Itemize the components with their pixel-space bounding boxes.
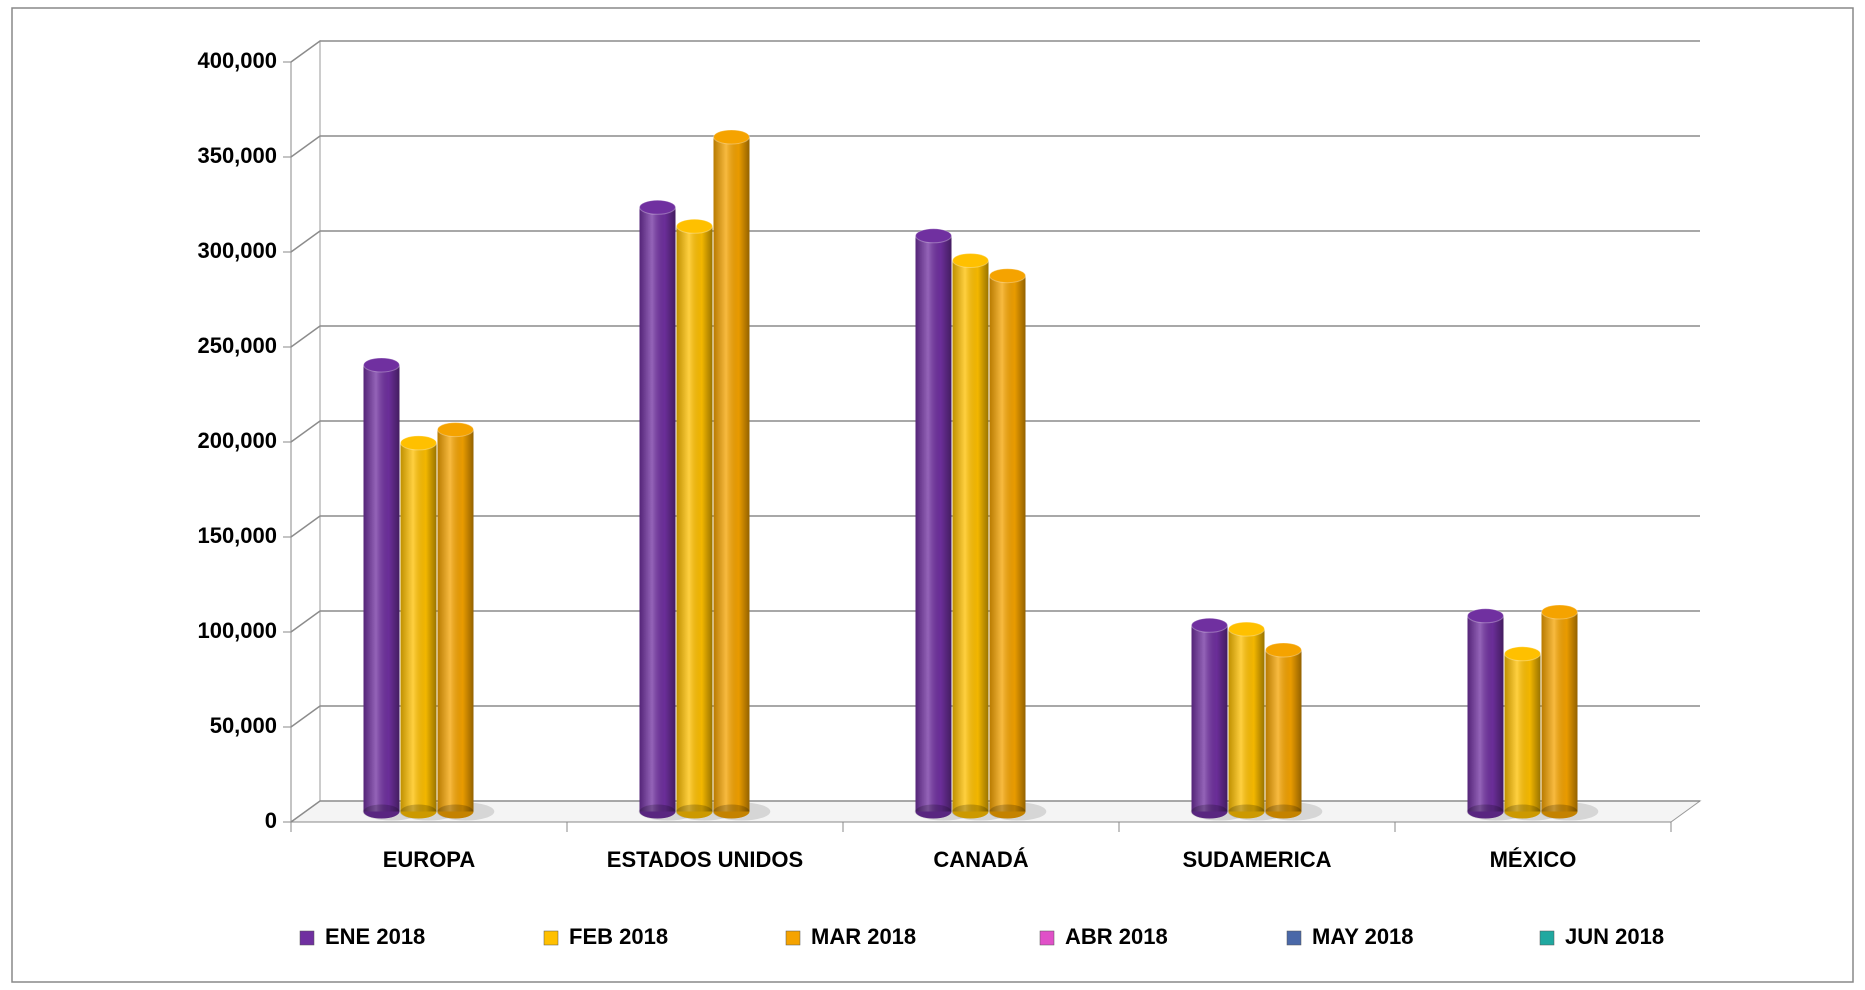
y-tick-label: 200,000	[197, 428, 277, 453]
bar-shade	[952, 260, 989, 812]
bar-top	[400, 435, 437, 451]
legend-label: JUN 2018	[1565, 924, 1664, 949]
legend-swatch	[785, 930, 801, 946]
bar-bottom-shade	[1265, 804, 1302, 819]
bar-bottom-shade	[989, 804, 1026, 819]
bar-shade	[1265, 650, 1302, 812]
bar-top	[1467, 608, 1504, 624]
bar-bottom-shade	[437, 804, 474, 819]
bar-shade	[1504, 653, 1541, 812]
bar-top	[1191, 617, 1228, 633]
bar-top	[952, 253, 989, 268]
legend-label: ABR 2018	[1065, 924, 1168, 949]
bar-shade	[713, 137, 750, 812]
bar-shade	[363, 365, 400, 812]
bar-bottom-shade	[952, 804, 989, 819]
bar-bottom-shade	[1541, 804, 1578, 819]
bar-bottom-shade	[1504, 804, 1541, 819]
bar-bottom-shade	[1191, 804, 1228, 819]
bar-top	[1541, 604, 1578, 620]
bar-bottom-shade	[400, 804, 437, 819]
bar-shade	[1228, 629, 1265, 812]
legend-swatch	[543, 930, 559, 946]
y-tick-label: 100,000	[197, 618, 277, 643]
legend-label: FEB 2018	[569, 924, 668, 949]
bar-shade	[437, 429, 474, 812]
bar-bottom-shade	[713, 804, 750, 819]
bar-shade	[676, 226, 713, 812]
y-tick-label: 0	[265, 808, 277, 833]
legend-label: ENE 2018	[325, 924, 425, 949]
grid-line	[290, 325, 1700, 348]
legend-swatch	[1286, 930, 1302, 946]
x-tick-label: MÉXICO	[1490, 847, 1577, 872]
bar-top	[915, 228, 952, 244]
legend-swatch	[1539, 930, 1555, 946]
bar-bottom-shade	[676, 804, 713, 819]
grid-line	[290, 135, 1700, 158]
y-tick-label: 50,000	[210, 713, 277, 738]
y-tick-label: 250,000	[197, 333, 277, 358]
grid-line	[290, 230, 1700, 253]
bar-top	[363, 357, 400, 373]
bar-top	[676, 218, 713, 234]
bar-bottom-shade	[639, 804, 676, 819]
bar-bottom-shade	[915, 804, 952, 819]
bar-top	[1504, 646, 1541, 662]
bar-bottom-shade	[363, 804, 400, 819]
grid-line	[290, 610, 1700, 633]
legend-label: MAR 2018	[811, 924, 916, 949]
bar-bottom-shade	[1228, 804, 1265, 819]
bar-top	[989, 268, 1026, 284]
y-tick-label: 300,000	[197, 238, 277, 263]
bar-shade	[1191, 625, 1228, 812]
y-tick-label: 350,000	[197, 143, 277, 168]
bar-shade	[1467, 615, 1504, 812]
x-tick-label: EUROPA	[383, 847, 476, 872]
legend-label: MAY 2018	[1312, 924, 1414, 949]
bar-top	[437, 422, 474, 438]
bar-top	[713, 129, 750, 145]
grid-line	[290, 515, 1700, 538]
grid-line	[290, 40, 1700, 63]
bar-shade	[989, 275, 1026, 812]
y-tick-label: 150,000	[197, 523, 277, 548]
x-tick-label: CANADÁ	[933, 847, 1028, 872]
x-tick-label: ESTADOS UNIDOS	[607, 847, 803, 872]
x-tick-label: SUDAMERICA	[1182, 847, 1331, 872]
bar-top	[1228, 621, 1265, 637]
grid-line	[290, 420, 1700, 443]
bar-shade	[639, 207, 676, 812]
legend-swatch	[299, 930, 315, 946]
y-tick-label: 400,000	[197, 48, 277, 73]
bar-shade	[1541, 612, 1578, 812]
bar-top	[639, 199, 676, 215]
bar-bottom-shade	[1467, 804, 1504, 819]
legend-swatch	[1039, 930, 1055, 946]
bar-shade	[400, 442, 437, 812]
bar-shade	[915, 235, 952, 812]
bar-top	[1265, 642, 1302, 658]
chart-frame	[11, 7, 1854, 983]
